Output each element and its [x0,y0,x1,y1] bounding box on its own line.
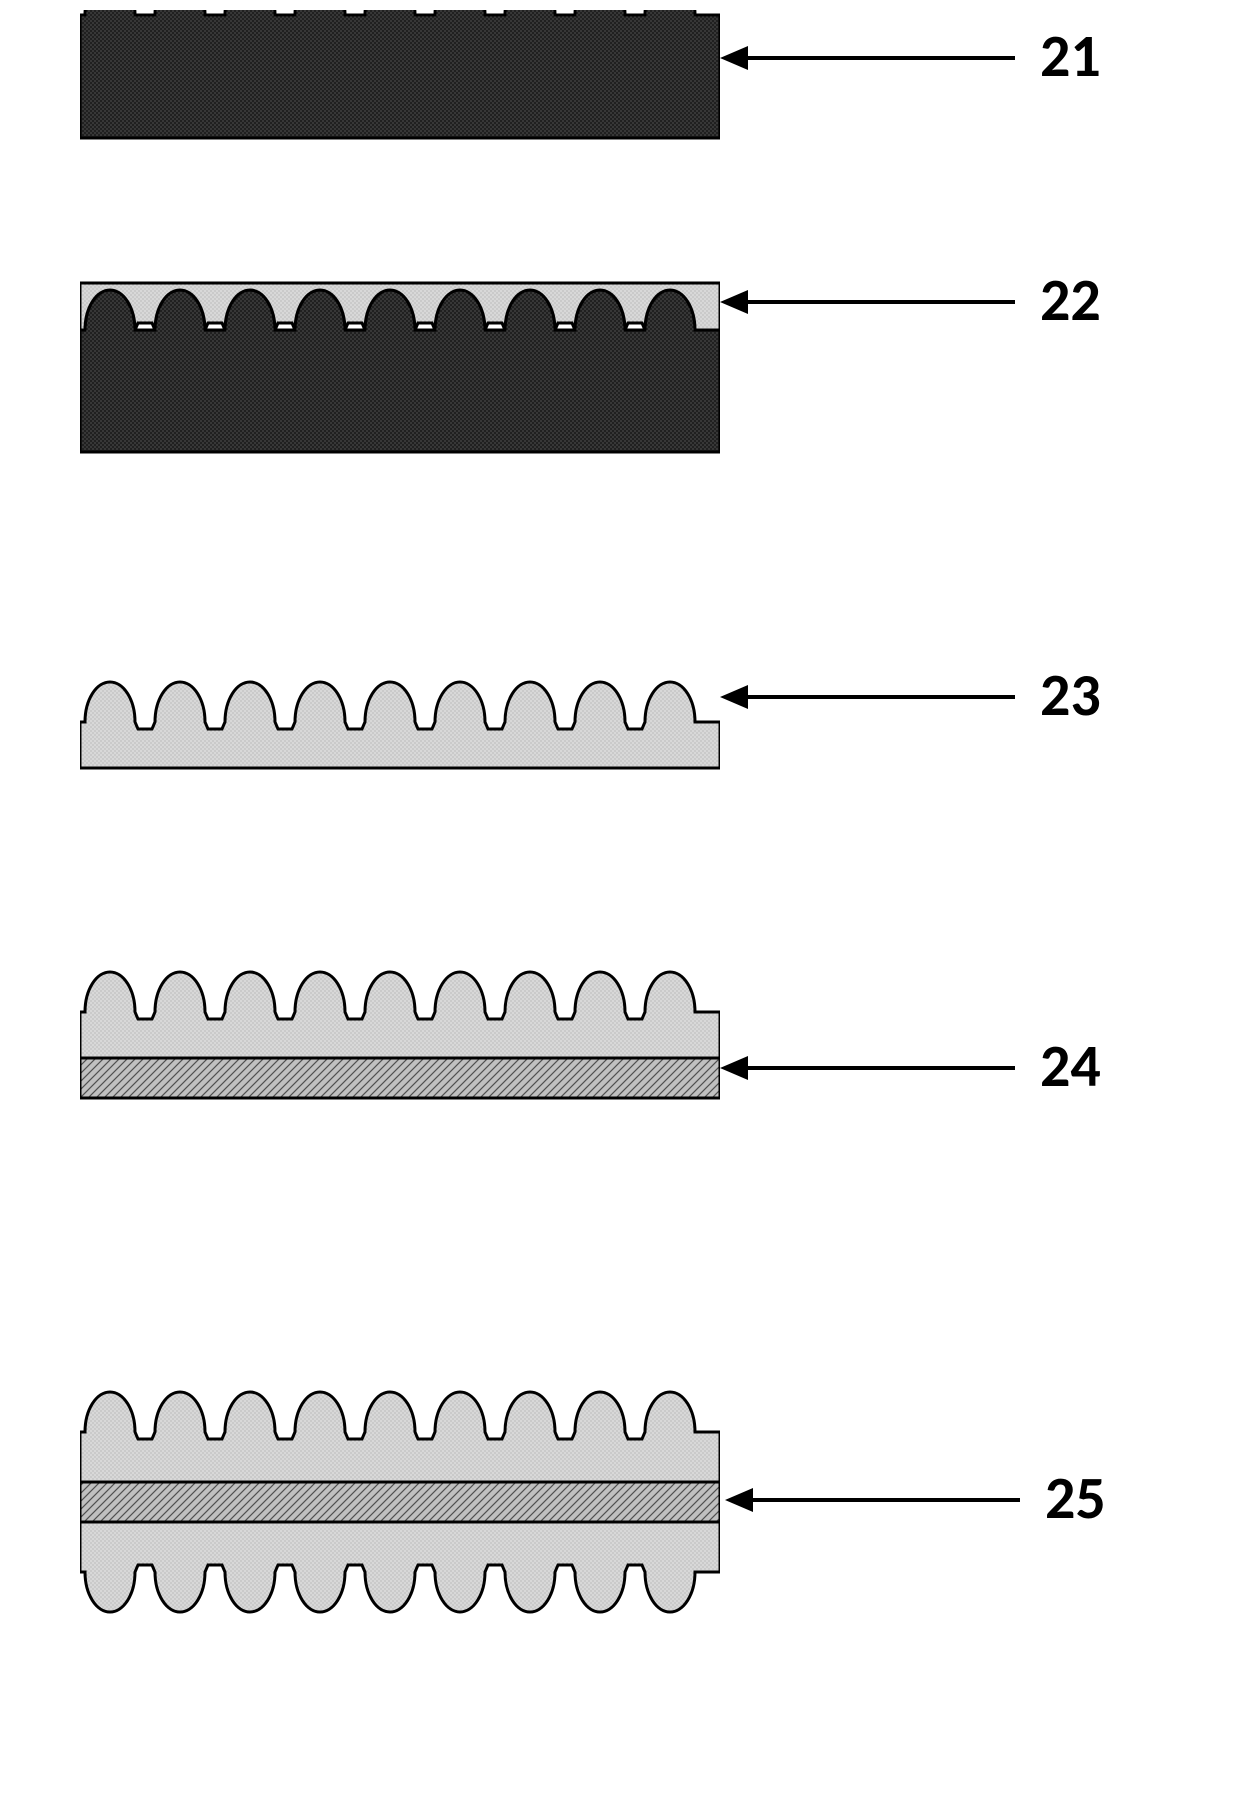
label-25: 25 [1045,1462,1106,1535]
panel-step-25 [80,1350,720,1660]
label-23: 23 [1040,659,1101,732]
panel-step-22 [80,280,720,455]
label-24: 24 [1040,1030,1101,1103]
panel-step-24 [80,930,720,1100]
label-21: 21 [1040,20,1101,93]
panel-step-23 [80,640,720,770]
label-22: 22 [1040,264,1101,337]
panel-step-21 [80,10,720,140]
